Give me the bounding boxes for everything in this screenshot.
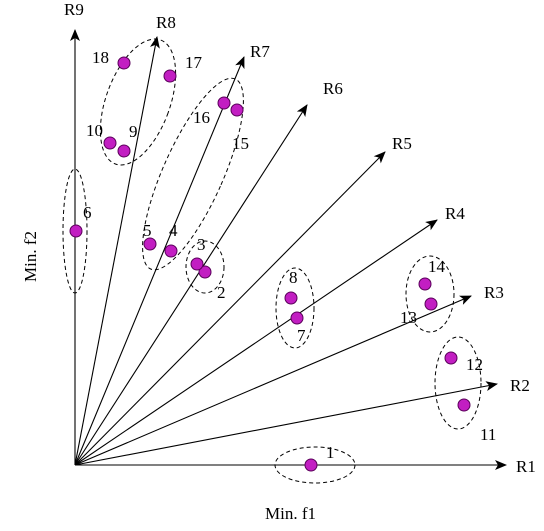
point-12 [444, 351, 458, 365]
ray-r4 [74, 219, 438, 466]
ray-label-r3: R3 [484, 283, 504, 302]
ray-r3 [74, 295, 472, 466]
point-5 [143, 237, 157, 251]
point-label-11: 11 [480, 425, 496, 444]
ray-labels: R1 R2 R3 R4 R5 R6 R7 R8 R9 [64, 0, 536, 476]
ray-r5 [74, 151, 386, 466]
point-label-9: 9 [129, 122, 138, 141]
point-label-8: 8 [289, 268, 298, 287]
rays [70, 29, 507, 470]
point-10 [103, 136, 117, 150]
ray-label-r2: R2 [510, 376, 530, 395]
ray-label-r9: R9 [64, 0, 84, 19]
point-label-14: 14 [428, 257, 446, 276]
point-9 [117, 144, 131, 158]
cluster-ellipse-13-14 [405, 255, 455, 333]
cluster-ellipses [62, 38, 482, 484]
ray-label-r5: R5 [392, 134, 412, 153]
point-label-12: 12 [466, 355, 483, 374]
point-13 [424, 297, 438, 311]
point-1 [304, 458, 318, 472]
point-label-17: 17 [185, 53, 203, 72]
point-label-5: 5 [143, 221, 152, 240]
solution-points [69, 56, 471, 472]
ray-r2 [74, 381, 498, 466]
point-label-18: 18 [92, 48, 109, 67]
point-2 [198, 265, 212, 279]
point-label-2: 2 [217, 283, 226, 302]
point-label-13: 13 [400, 308, 417, 327]
point-18 [117, 56, 131, 70]
point-label-10: 10 [86, 121, 103, 140]
cluster-ellipse-4-5-15-16 [142, 77, 244, 271]
ray-label-r7: R7 [250, 42, 270, 61]
point-3 [190, 257, 204, 271]
point-15 [230, 103, 244, 117]
cluster-ellipse-7-8 [275, 267, 315, 349]
ray-label-r8: R8 [156, 13, 176, 32]
cluster-ellipse-11-12 [434, 336, 482, 430]
point-label-7: 7 [297, 326, 306, 345]
point-label-3: 3 [197, 235, 206, 254]
point-label-16: 16 [193, 108, 210, 127]
point-labels: 1 2 3 4 5 6 7 8 9 10 11 12 13 14 15 16 1… [83, 48, 496, 462]
ray-r6 [74, 104, 308, 466]
y-axis-label: Min. f2 [21, 231, 40, 282]
point-7 [290, 311, 304, 325]
ray-label-r4: R4 [445, 204, 465, 223]
cluster-ellipse-9-10-17-18 [99, 38, 177, 166]
point-8 [284, 291, 298, 305]
point-label-4: 4 [169, 221, 178, 240]
point-6 [69, 224, 83, 238]
ray-r7 [74, 56, 245, 466]
point-17 [163, 69, 177, 83]
ray-label-r1: R1 [516, 457, 536, 476]
x-axis-label: Min. f1 [265, 504, 316, 523]
ray-label-r6: R6 [323, 79, 343, 98]
point-16 [217, 96, 231, 110]
ray-r8 [74, 36, 160, 466]
point-14 [418, 277, 432, 291]
point-label-15: 15 [232, 134, 249, 153]
point-4 [164, 244, 178, 258]
point-11 [457, 398, 471, 412]
point-label-1: 1 [326, 443, 335, 462]
cluster-ellipse-2-3 [185, 240, 225, 294]
point-label-6: 6 [83, 203, 92, 222]
